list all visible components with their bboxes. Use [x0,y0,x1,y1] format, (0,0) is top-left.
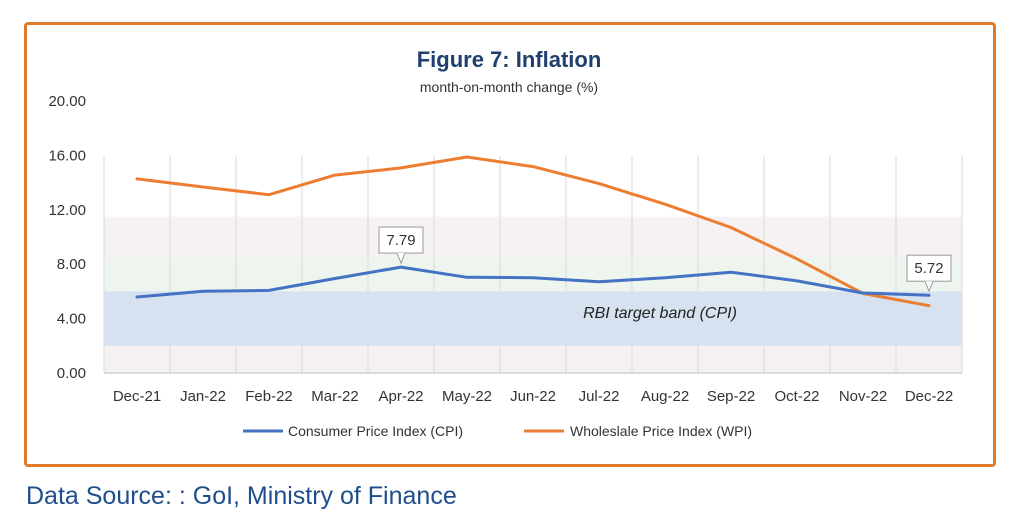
series-layer [135,155,931,308]
callout-pointer [924,281,934,293]
target-band-layer [104,291,962,346]
x-tick-label: Jan-22 [180,388,226,405]
x-tick-label: Apr-22 [378,388,423,405]
data-source: Data Source: : GoI, Ministry of Finance [26,482,457,510]
x-tick-label: Sep-22 [707,388,755,405]
y-tick-label: 20.00 [48,93,86,110]
x-tick-label: Aug-22 [641,388,689,405]
label-layer: RBI target band (CPI) 0.00 4.00 8.00 12.00 16… [48,93,953,439]
data-label: 5.72 [914,260,943,277]
x-tick-label: Jun-22 [510,388,556,405]
x-tick-label: Feb-22 [245,388,293,405]
lower-shade [104,345,962,373]
upper-shade [104,216,962,258]
legend-label-cpi: Consumer Price Index (CPI) [288,423,463,439]
callout-pointer [396,252,406,265]
y-tick-label: 16.00 [48,147,86,164]
rbi-target-band [104,291,962,346]
band-label: RBI target band (CPI) [583,305,737,322]
x-tick-label: Oct-22 [774,388,819,405]
callout-box [906,254,952,282]
callout-box [378,226,424,254]
legend-label-wpi: Wholeslale Price Index (WPI) [570,423,752,439]
series-line-wpi [135,155,931,308]
y-tick-label: 8.00 [57,256,86,273]
chart-title: Figure 7: Inflation [417,47,602,72]
x-tick-label: May-22 [442,388,492,405]
y-tick-label: 12.00 [48,202,86,219]
data-callout: 5.72 [906,254,952,293]
x-tick-label: Dec-21 [113,388,161,405]
x-tick-label: Mar-22 [311,388,359,405]
x-tick-label: Nov-22 [839,388,887,405]
data-label: 7.79 [386,232,415,249]
chart-subtitle: month-on-month change (%) [420,79,598,95]
data-callout: 7.79 [378,226,424,265]
y-tick-label: 0.00 [57,365,86,382]
x-tick-label: Dec-22 [905,388,953,405]
series-line-cpi [135,265,931,299]
x-tick-label: Jul-22 [579,388,620,405]
y-tick-label: 4.00 [57,311,86,328]
